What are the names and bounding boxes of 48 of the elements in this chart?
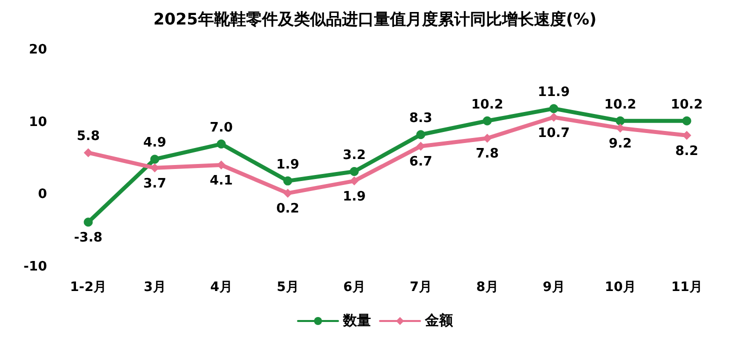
data-label: 10.7 bbox=[538, 126, 570, 141]
x-tick-label: 9月 bbox=[542, 280, 565, 295]
chart-title: 2025年靴鞋零件及类似品进口量值月度累计同比增长速度(%) bbox=[153, 10, 597, 28]
x-tick-label: 11月 bbox=[671, 280, 702, 295]
x-tick-label: 7月 bbox=[410, 280, 432, 295]
y-tick-label: -10 bbox=[24, 260, 47, 274]
data-label: 11.9 bbox=[538, 85, 570, 100]
data-label: 1.9 bbox=[276, 157, 300, 172]
point bbox=[350, 167, 359, 176]
data-label: 10.2 bbox=[670, 97, 703, 112]
x-tick-label: 6月 bbox=[343, 280, 366, 295]
point bbox=[616, 116, 625, 126]
y-tick-label: 10 bbox=[28, 114, 47, 130]
y-tick-label: 0 bbox=[38, 187, 47, 202]
data-label: 4.1 bbox=[210, 174, 233, 189]
point bbox=[549, 104, 558, 114]
point bbox=[482, 116, 492, 126]
data-label: 7.0 bbox=[210, 120, 233, 136]
data-label: 6.7 bbox=[409, 154, 432, 170]
x-tick-label: 1-2月 bbox=[70, 280, 106, 295]
x-tick-label: 8月 bbox=[476, 280, 498, 295]
data-label: 8.3 bbox=[409, 111, 432, 126]
data-label: 3.7 bbox=[143, 176, 166, 192]
data-label: 7.8 bbox=[476, 146, 499, 162]
data-label: 10.2 bbox=[604, 97, 636, 112]
data-label: 4.9 bbox=[143, 136, 166, 151]
data-label: 1.9 bbox=[342, 189, 366, 204]
point bbox=[682, 116, 692, 126]
x-tick-label: 10月 bbox=[604, 280, 636, 295]
data-label: 10.2 bbox=[471, 97, 504, 112]
x-tick-label: 3月 bbox=[144, 280, 166, 295]
point bbox=[150, 154, 160, 164]
x-tick-label: 4月 bbox=[210, 280, 232, 295]
data-label: -3.8 bbox=[74, 230, 102, 246]
point bbox=[283, 176, 292, 186]
point bbox=[416, 130, 426, 140]
point bbox=[350, 176, 359, 186]
point bbox=[216, 140, 226, 149]
legend-label: 金额 bbox=[424, 312, 454, 329]
legend-label: 数量 bbox=[342, 313, 371, 329]
x-tick-label: 5月 bbox=[276, 280, 299, 295]
y-tick-label: 20 bbox=[28, 42, 47, 58]
point bbox=[84, 218, 93, 227]
data-label: 3.2 bbox=[342, 148, 366, 164]
data-label: 8.2 bbox=[675, 144, 698, 159]
data-label: 9.2 bbox=[608, 136, 632, 152]
data-label: 0.2 bbox=[276, 202, 300, 217]
data-label: 5.8 bbox=[76, 129, 100, 144]
